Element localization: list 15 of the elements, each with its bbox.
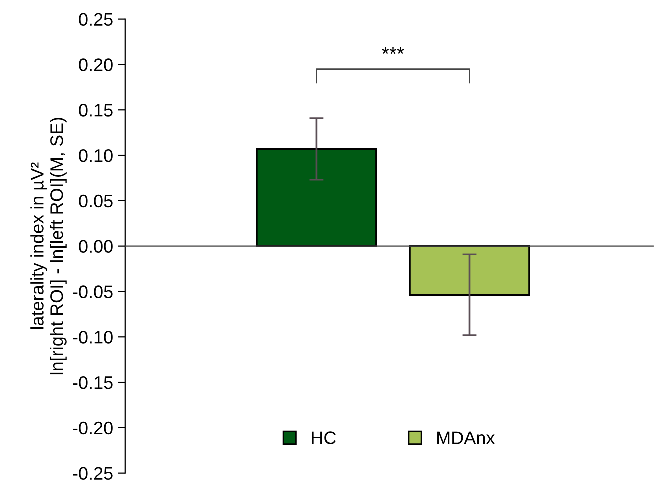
y-tick-label: 0.15 (79, 104, 113, 117)
annotation: *** (382, 47, 404, 54)
y-tick-label: -0.15 (73, 376, 113, 390)
y-tick-label: 0.20 (79, 58, 113, 72)
legend-label: MDAnx (438, 432, 496, 444)
y-tick-label: 0.25 (79, 13, 113, 26)
y-tick-label: -0.05 (73, 286, 113, 298)
y-tick-label: -0.10 (73, 331, 113, 344)
y-axis-title: laterality index in µV² ln[right ROI] - ln[left ROI](M, SE) (30, 118, 67, 375)
y-tick-label: -0.25 (73, 467, 113, 480)
y-tick-label: 0.00 (79, 240, 113, 254)
y-tick-label: -0.20 (73, 422, 113, 435)
y-tick-label: 0.05 (79, 194, 113, 208)
legend-label: HC (312, 432, 336, 444)
y-tick-label: 0.10 (79, 149, 113, 162)
